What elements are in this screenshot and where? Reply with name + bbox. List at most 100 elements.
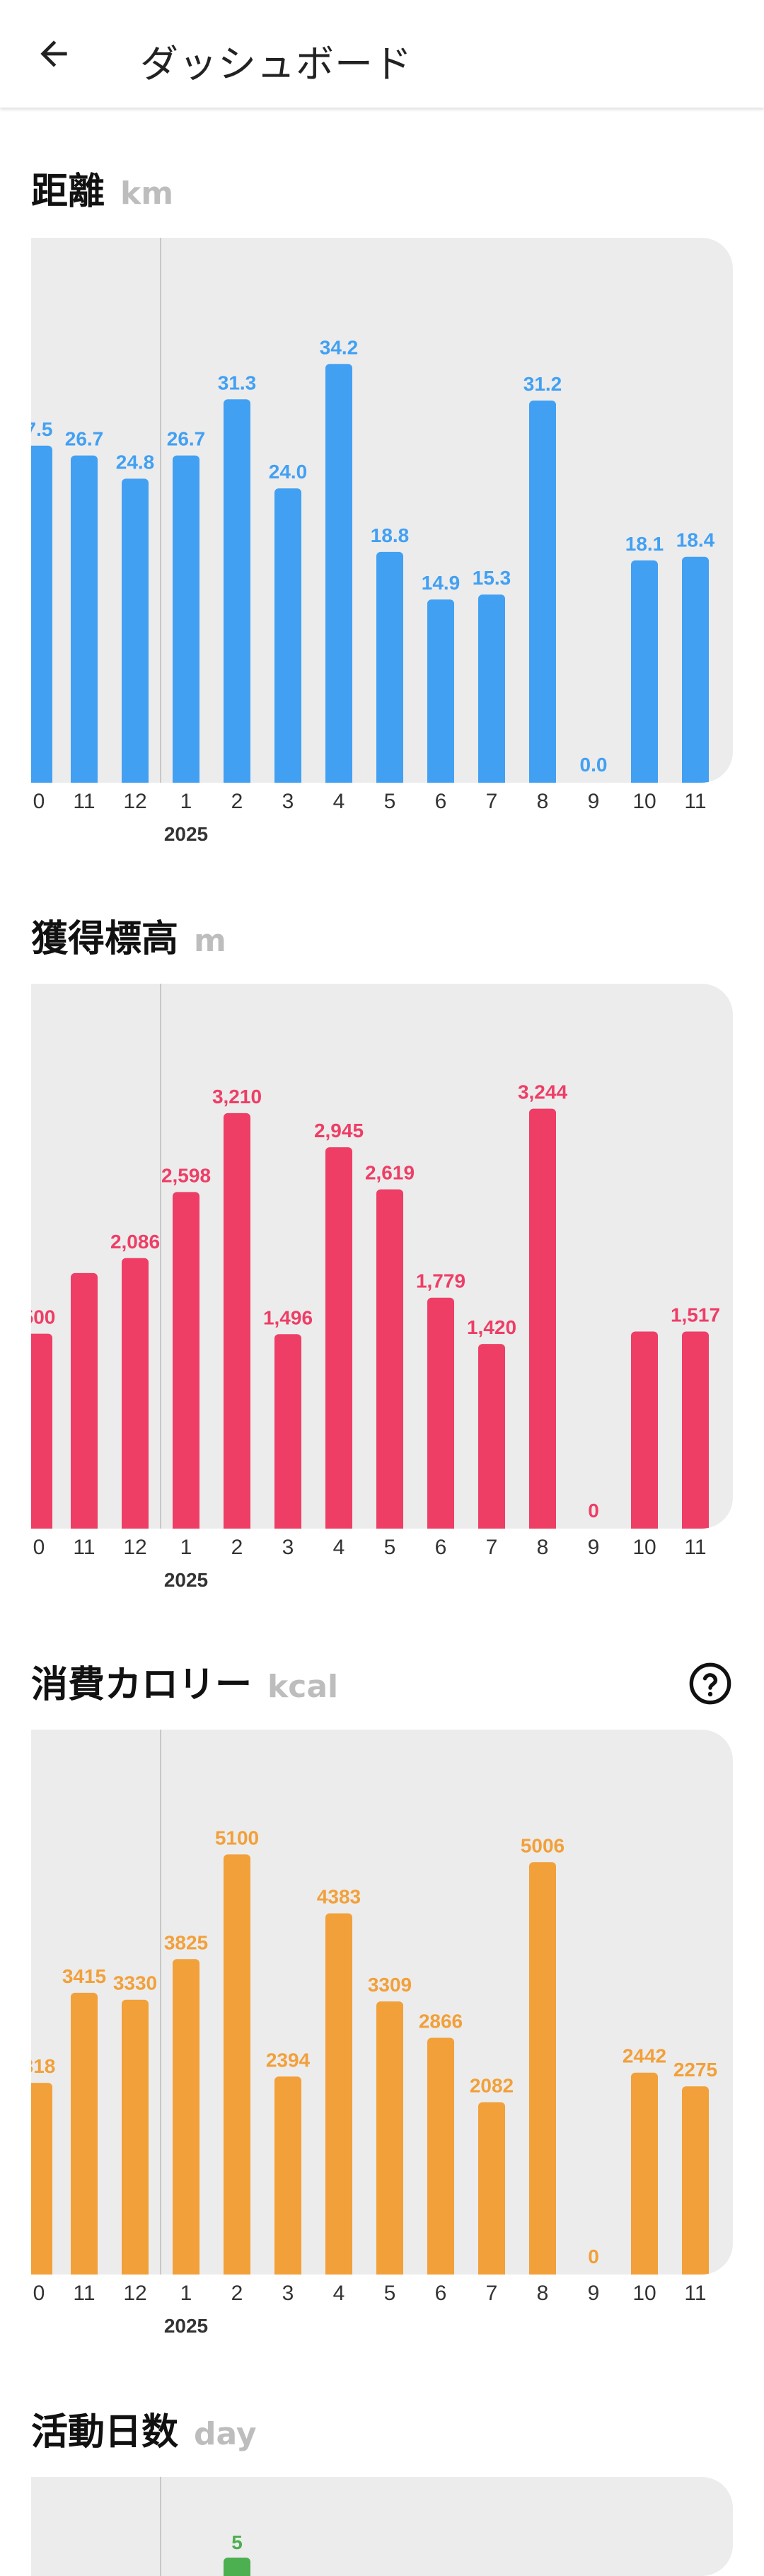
distance-bar[interactable] xyxy=(71,455,98,783)
calories-chart[interactable]: 318 3415 3330 3825 5100 2394 4383 3309 2866 2082 5… xyxy=(31,1730,733,2275)
elevation-data-label: 2,086 xyxy=(110,1231,160,1253)
elevation-data-label: 2,598 xyxy=(161,1164,211,1186)
calories-bar[interactable] xyxy=(631,2072,658,2275)
x-tick-label: 7 xyxy=(486,2282,498,2305)
days-chart[interactable]: 5 xyxy=(31,2477,733,2576)
elevation-data-label: 1,517 xyxy=(671,1304,720,1326)
distance-bar[interactable] xyxy=(173,455,199,783)
x-tick-label: 9 xyxy=(588,790,600,813)
distance-data-label: 7.5 xyxy=(31,418,52,440)
distance-bar[interactable] xyxy=(274,488,301,783)
elevation-bar[interactable] xyxy=(274,1334,301,1529)
x-tick-label: 3 xyxy=(282,2282,294,2305)
elevation-bar[interactable] xyxy=(478,1344,505,1529)
distance-data-label: 24.8 xyxy=(116,451,155,473)
x-tick-label: 8 xyxy=(537,790,549,813)
calories-bar[interactable] xyxy=(31,2083,52,2275)
elevation-bar[interactable] xyxy=(376,1189,403,1529)
calories-data-label: 3309 xyxy=(368,1974,412,1996)
distance-bar[interactable] xyxy=(631,560,658,783)
elevation-bar[interactable] xyxy=(31,1333,52,1529)
x-tick-label: 4 xyxy=(333,1536,345,1559)
x-tick-label: 5 xyxy=(384,1536,396,1559)
x-tick-label: 12 xyxy=(123,1536,146,1559)
year-label: 2025 xyxy=(164,2315,208,2337)
x-tick-label: 9 xyxy=(588,1536,600,1559)
distance-bar[interactable] xyxy=(31,445,52,783)
elevation-bar[interactable] xyxy=(224,1112,250,1529)
days-unit: day xyxy=(194,2416,257,2452)
back-button[interactable] xyxy=(28,28,79,79)
distance-bar[interactable] xyxy=(376,551,403,783)
calories-chart-svg: 318 3415 3330 3825 5100 2394 4383 3309 2866 2082 5… xyxy=(31,1730,717,2275)
calories-data-label: 4383 xyxy=(317,1886,361,1908)
calories-data-label: 2275 xyxy=(673,2059,717,2081)
elevation-data-label: 1,496 xyxy=(263,1306,313,1328)
x-tick-label: 1 xyxy=(180,1536,192,1559)
x-tick-label: 12 xyxy=(123,790,146,813)
x-tick-label: 5 xyxy=(384,790,396,813)
x-tick-label: 12 xyxy=(123,2282,146,2305)
calories-data-label: 3330 xyxy=(113,1972,157,1994)
elevation-bar[interactable] xyxy=(325,1147,352,1529)
elevation-bar[interactable] xyxy=(682,1331,709,1529)
x-tick-label: 7 xyxy=(486,1536,498,1559)
elevation-data-label: 1,420 xyxy=(467,1316,516,1338)
days-section-title: 活動日数 day xyxy=(31,2402,257,2455)
distance-bar[interactable] xyxy=(682,556,709,783)
arrow-left-icon xyxy=(40,40,67,67)
help-circle-icon xyxy=(689,1662,731,1705)
distance-data-label: 26.7 xyxy=(167,428,206,450)
calories-bar[interactable] xyxy=(529,1862,556,2275)
x-tick-label: 10 xyxy=(632,790,656,813)
elevation-bar[interactable] xyxy=(122,1258,149,1529)
calories-data-label: 2866 xyxy=(419,2011,463,2032)
elevation-data-label: 0 xyxy=(588,1500,599,1522)
calories-bar[interactable] xyxy=(682,2086,709,2275)
distance-bar[interactable] xyxy=(122,478,149,783)
elevation-bar[interactable] xyxy=(529,1108,556,1529)
distance-bar[interactable] xyxy=(427,599,454,783)
elevation-bar[interactable] xyxy=(71,1272,98,1529)
calories-bar[interactable] xyxy=(224,1854,250,2275)
calories-data-label: 5100 xyxy=(215,1827,259,1848)
calories-help-button[interactable] xyxy=(688,1661,733,1706)
calories-bar[interactable] xyxy=(478,2102,505,2275)
days-data-label: 5 xyxy=(231,2531,243,2553)
elevation-bar[interactable] xyxy=(631,1331,658,1529)
distance-bar[interactable] xyxy=(224,399,250,783)
days-bar[interactable] xyxy=(224,2558,250,2576)
app-header: ダッシュボード xyxy=(0,0,764,108)
elevation-bar[interactable] xyxy=(173,1192,199,1529)
calories-data-label: 0 xyxy=(588,2246,599,2267)
calories-data-label: 5006 xyxy=(521,1834,565,1856)
x-tick-label: 0 xyxy=(33,790,45,813)
x-tick-label: 2 xyxy=(231,2282,243,2305)
calories-bar[interactable] xyxy=(274,2076,301,2275)
distance-bar[interactable] xyxy=(478,594,505,783)
distance-bar[interactable] xyxy=(529,401,556,783)
elevation-data-label: 3,210 xyxy=(212,1086,262,1108)
distance-chart-svg: 7.5 26.7 24.8 26.7 31.3 24.0 34.2 18.8 14.9 15.3 3… xyxy=(31,238,715,783)
x-tick-label: 8 xyxy=(537,1536,549,1559)
calories-data-label: 2394 xyxy=(266,2049,311,2071)
x-tick-label: 11 xyxy=(684,2282,706,2305)
distance-chart[interactable]: 7.5 26.7 24.8 26.7 31.3 24.0 34.2 18.8 14.9 15.3 3… xyxy=(31,238,733,783)
x-tick-label: 6 xyxy=(435,790,447,813)
elevation-bar[interactable] xyxy=(427,1297,454,1529)
calories-bar[interactable] xyxy=(427,2037,454,2275)
calories-bar[interactable] xyxy=(173,1959,199,2275)
calories-unit: kcal xyxy=(267,1669,339,1705)
x-tick-label: 10 xyxy=(632,2282,656,2305)
calories-bar[interactable] xyxy=(71,1992,98,2275)
calories-bar[interactable] xyxy=(376,2001,403,2275)
calories-bar[interactable] xyxy=(122,1999,149,2275)
calories-section-title: 消費カロリー kcal xyxy=(31,1655,338,1708)
distance-data-label: 14.9 xyxy=(422,572,461,594)
distance-bar[interactable] xyxy=(325,364,352,783)
x-tick-label: 0 xyxy=(33,2282,45,2305)
calories-bar[interactable] xyxy=(325,1913,352,2275)
x-tick-label: 11 xyxy=(73,1536,95,1559)
